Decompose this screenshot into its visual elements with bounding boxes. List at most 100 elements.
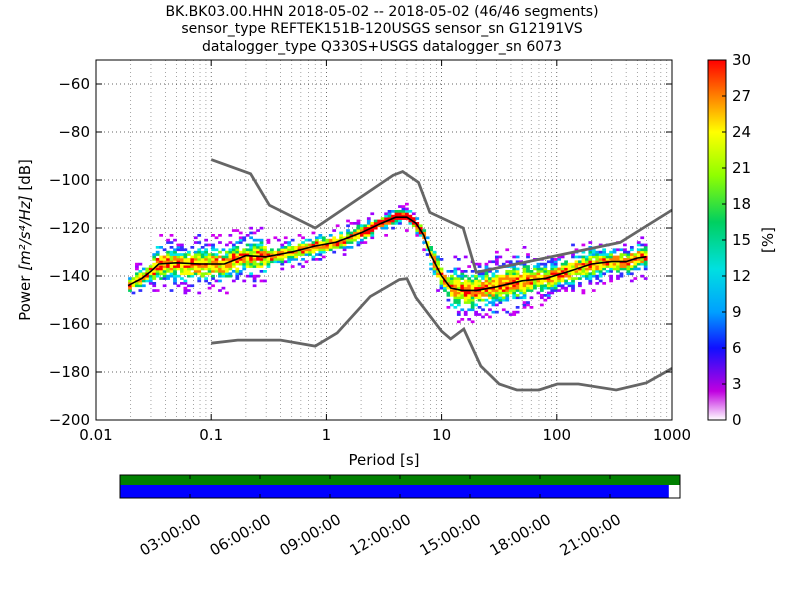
heatmap-cell xyxy=(640,262,645,266)
heatmap-cell xyxy=(145,270,150,273)
x-axis-label: Period [s] xyxy=(348,451,419,469)
heatmap-cell xyxy=(200,246,205,249)
heatmap-cell xyxy=(446,294,451,297)
heatmap-cell xyxy=(332,238,337,242)
heatmap-cell xyxy=(252,255,257,259)
heatmap-cell xyxy=(301,258,305,261)
heatmap-cell xyxy=(256,248,260,252)
heatmap-cell xyxy=(173,265,177,268)
heatmap-cell xyxy=(571,267,575,271)
heatmap-cell xyxy=(436,272,440,276)
heatmap-cell xyxy=(456,286,461,290)
heatmap-cell xyxy=(488,270,492,273)
heatmap-cell xyxy=(633,262,638,266)
heatmap-cell xyxy=(494,291,499,295)
heatmap-cell xyxy=(643,265,648,268)
heatmap-cell xyxy=(539,282,544,285)
heatmap-cell xyxy=(501,291,506,295)
heatmap-cell xyxy=(252,260,257,264)
heatmap-cell xyxy=(162,258,167,261)
heatmap-cell xyxy=(148,282,153,285)
heatmap-cell xyxy=(169,267,174,271)
heatmap-cell xyxy=(211,274,215,278)
heatmap-cell xyxy=(398,217,402,220)
heatmap-cell xyxy=(526,270,530,273)
heatmap-cell xyxy=(432,265,437,268)
heatmap-cell xyxy=(588,253,593,256)
heatmap-cell xyxy=(342,236,347,240)
heatmap-cell xyxy=(415,229,420,232)
heatmap-cell xyxy=(259,262,264,266)
heatmap-cell xyxy=(598,265,603,268)
heatmap-cell xyxy=(474,277,478,280)
heatmap-cell xyxy=(200,260,205,264)
colorbar-tick-label: 21 xyxy=(732,159,751,177)
heatmap-cell xyxy=(439,277,444,280)
heatmap-cell xyxy=(498,301,503,304)
heatmap-cell xyxy=(505,282,510,285)
heatmap-cell xyxy=(166,274,170,278)
heatmap-cell xyxy=(190,258,195,261)
heatmap-cell xyxy=(484,272,489,276)
heatmap-cell xyxy=(218,255,222,259)
heatmap-cell xyxy=(463,286,468,290)
heatmap-cell xyxy=(256,274,260,278)
heatmap-cell xyxy=(245,274,250,278)
heatmap-cell xyxy=(211,260,215,264)
heatmap-cell xyxy=(360,241,364,244)
heatmap-cell xyxy=(325,248,330,252)
heatmap-cell xyxy=(484,284,489,288)
heatmap-cell xyxy=(384,234,388,237)
heatmap-cell xyxy=(401,210,406,213)
heatmap-cell xyxy=(218,234,222,237)
heatmap-cell xyxy=(148,267,153,271)
heatmap-cell xyxy=(474,286,478,290)
heatmap-cell xyxy=(328,243,333,247)
heatmap-cell xyxy=(377,219,382,223)
heatmap-cell xyxy=(301,246,305,249)
heatmap-cell xyxy=(183,265,188,268)
heatmap-cell xyxy=(616,248,620,252)
heatmap-cell xyxy=(453,306,458,309)
heatmap-cell xyxy=(283,248,288,252)
heatmap-cell xyxy=(571,243,575,247)
heatmap-cell xyxy=(280,262,285,266)
heatmap-cell xyxy=(470,308,475,312)
heatmap-cell xyxy=(173,255,177,259)
heatmap-cell xyxy=(467,279,472,283)
heatmap-cell xyxy=(166,255,170,259)
heatmap-cell xyxy=(349,231,354,235)
heatmap-cell xyxy=(335,224,340,228)
heatmap-cell xyxy=(477,272,482,276)
heatmap-cell xyxy=(536,265,541,268)
heatmap-cell xyxy=(623,243,627,247)
heatmap-cell xyxy=(166,270,170,273)
heatmap-cell xyxy=(481,298,485,302)
heatmap-cell xyxy=(256,253,260,256)
heatmap-cell xyxy=(128,286,132,290)
heatmap-cell xyxy=(204,265,209,268)
heatmap-cell xyxy=(436,289,440,292)
heatmap-cell xyxy=(484,265,489,268)
heatmap-cell xyxy=(636,250,641,254)
heatmap-cell xyxy=(290,246,295,249)
heatmap-cell xyxy=(595,258,600,261)
heatmap-cell xyxy=(557,270,562,273)
heatmap-cell xyxy=(287,246,292,249)
heatmap-cell xyxy=(636,260,641,264)
heatmap-cell xyxy=(356,224,361,228)
heatmap-cell xyxy=(141,284,146,288)
heatmap-cell xyxy=(263,260,267,264)
heatmap-cell xyxy=(360,224,364,228)
heatmap-cell xyxy=(449,279,454,283)
heatmap-cell xyxy=(636,262,641,266)
curves xyxy=(127,158,672,392)
heatmap-cell xyxy=(245,265,250,268)
heatmap-cell xyxy=(432,253,437,256)
heatmap-cell xyxy=(543,274,548,278)
heatmap-cell xyxy=(512,286,517,290)
heatmap-cell xyxy=(332,229,337,232)
heatmap-cell xyxy=(180,253,184,256)
heatmap-cell xyxy=(200,258,205,261)
heatmap-cell xyxy=(494,282,499,285)
